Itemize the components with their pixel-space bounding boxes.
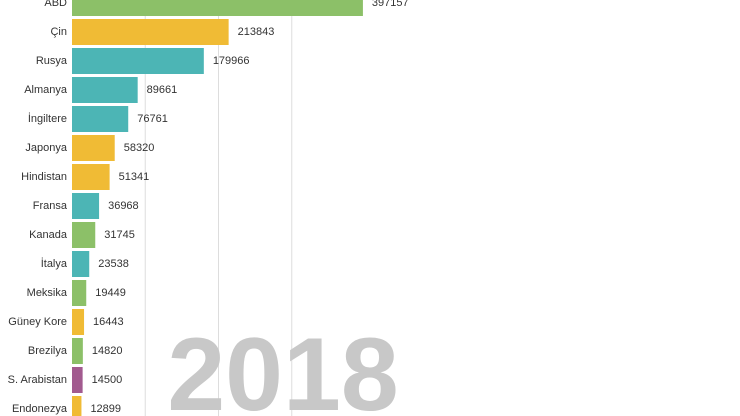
category-label: Japonya bbox=[25, 142, 67, 154]
value-label: 14500 bbox=[92, 374, 123, 386]
bar bbox=[72, 106, 129, 132]
bar bbox=[72, 309, 85, 335]
bar bbox=[72, 367, 83, 393]
category-label: Güney Kore bbox=[8, 316, 67, 328]
value-label: 397157 bbox=[372, 0, 409, 9]
bar bbox=[72, 251, 90, 277]
category-label: Rusya bbox=[36, 55, 68, 67]
bar bbox=[72, 48, 204, 74]
value-label: 16443 bbox=[93, 316, 124, 328]
bars: ABD 397157 Çin 213843 Rusya 179966 Almanya 8966… bbox=[8, 0, 409, 416]
bar bbox=[72, 280, 87, 306]
category-label: İngiltere bbox=[28, 112, 67, 125]
bar bbox=[72, 193, 100, 219]
value-label: 19449 bbox=[95, 287, 126, 299]
value-label: 179966 bbox=[213, 55, 250, 67]
category-label: Çin bbox=[50, 26, 67, 38]
bar bbox=[72, 396, 82, 416]
value-label: 89661 bbox=[147, 84, 178, 96]
bar bbox=[72, 164, 110, 190]
category-label: Brezilya bbox=[28, 345, 68, 357]
bar bbox=[72, 135, 115, 161]
category-label: Hindistan bbox=[21, 171, 67, 183]
value-label: 36968 bbox=[108, 200, 139, 212]
bar bbox=[72, 77, 138, 103]
value-label: 51341 bbox=[119, 171, 150, 183]
value-label: 12899 bbox=[90, 403, 121, 415]
value-label: 58320 bbox=[124, 142, 155, 154]
value-label: 31745 bbox=[104, 229, 135, 241]
bar bbox=[72, 222, 96, 248]
category-label: Kanada bbox=[29, 229, 68, 241]
category-label: Almanya bbox=[24, 84, 68, 96]
value-label: 213843 bbox=[238, 26, 275, 38]
category-label: İtalya bbox=[41, 257, 68, 270]
bar bbox=[72, 338, 83, 364]
value-label: 23538 bbox=[98, 258, 129, 270]
category-label: Meksika bbox=[27, 287, 68, 299]
category-label: Fransa bbox=[33, 200, 68, 212]
category-label: Endonezya bbox=[12, 403, 68, 415]
value-label: 76761 bbox=[137, 113, 168, 125]
year-label: 2018 bbox=[167, 317, 398, 416]
category-label: S. Arabistan bbox=[8, 374, 67, 386]
bar bbox=[72, 19, 229, 45]
value-label: 14820 bbox=[92, 345, 123, 357]
bar bbox=[72, 0, 363, 16]
category-label: ABD bbox=[44, 0, 67, 9]
